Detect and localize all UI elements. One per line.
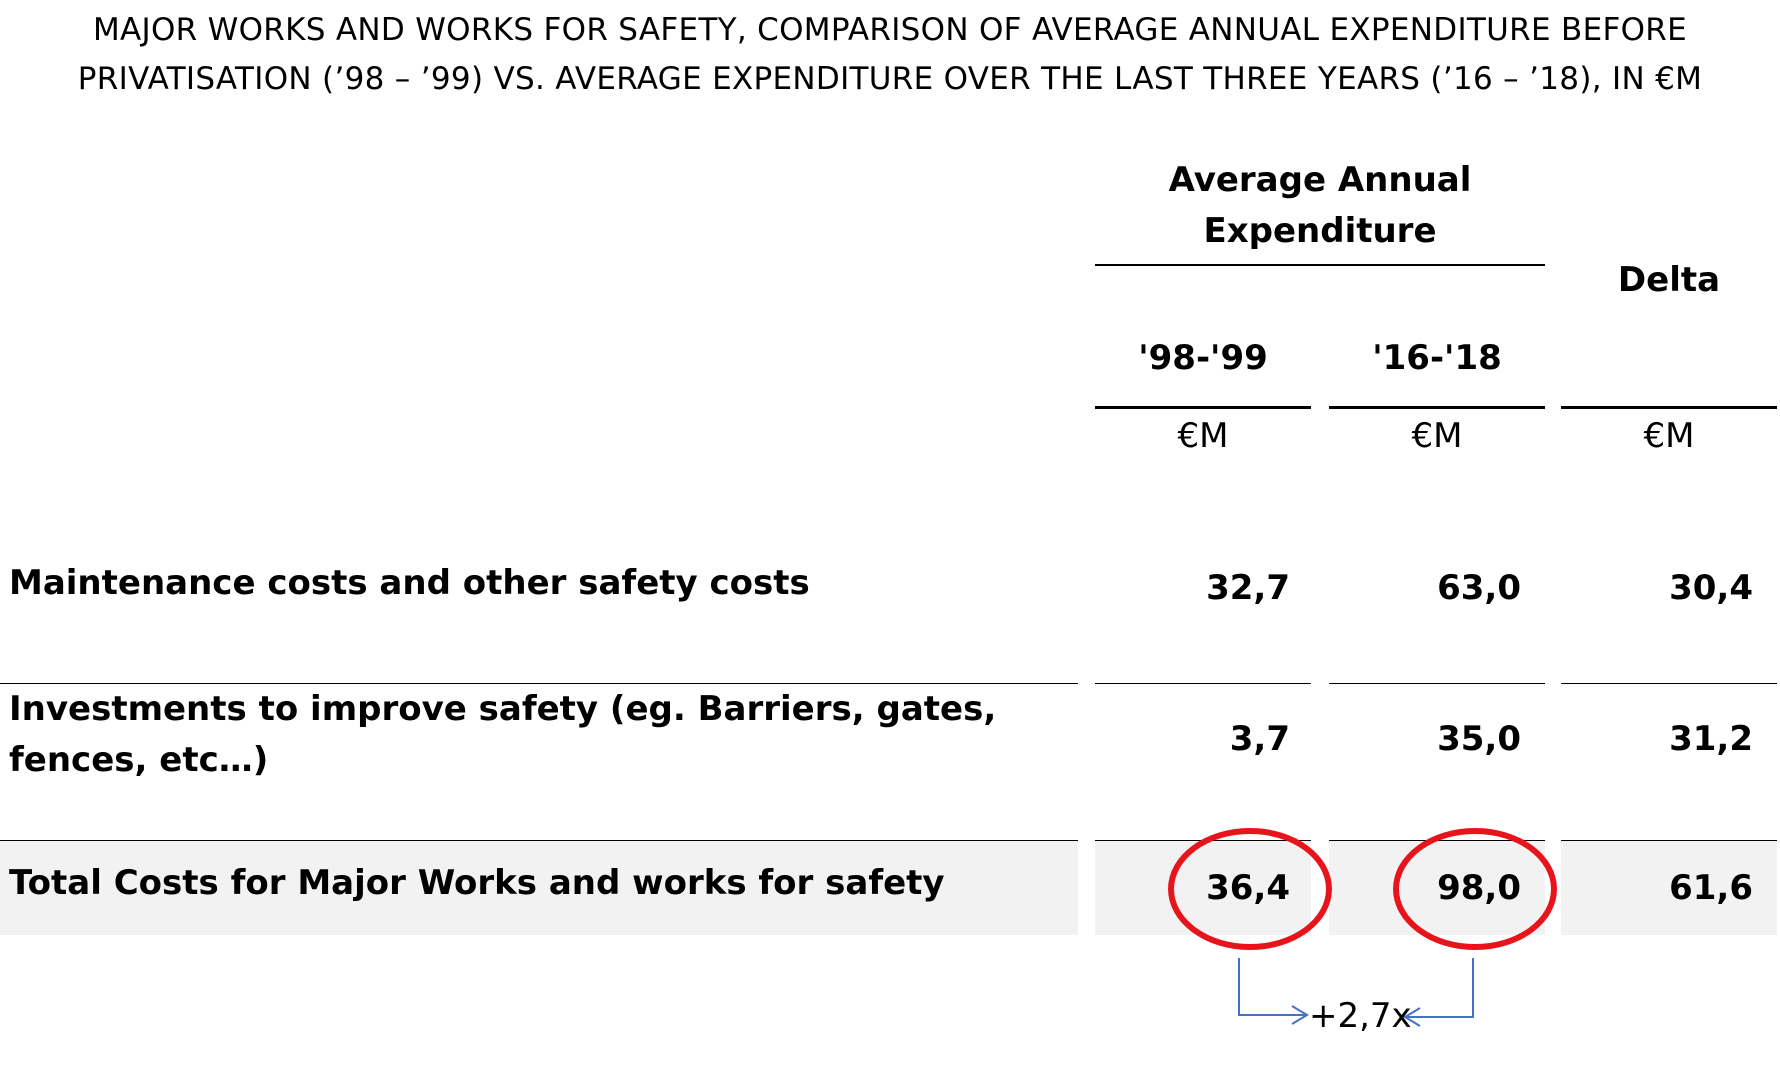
arrow-left-head (1291, 1005, 1309, 1025)
col-2-header-rule (1329, 406, 1545, 409)
header-delta: Delta (1617, 260, 1721, 300)
highlight-circle-2016 (1393, 828, 1557, 950)
highlight-circle-1998 (1168, 828, 1332, 950)
header-group-line-1: Average Annual (1168, 160, 1472, 200)
total-row-shade-delta (1561, 840, 1777, 935)
document-title: MAJOR WORKS AND WORKS FOR SAFETY, COMPAR… (0, 6, 1780, 104)
total-separator-label (0, 840, 1078, 841)
row-separator-delta (1561, 683, 1777, 684)
unit-col-2: €M (1411, 416, 1463, 456)
row-investments-label: Investments to improve safety (eg. Barri… (9, 684, 996, 786)
arrow-right-head (1403, 1007, 1421, 1027)
header-group-label: Average Annual Expenditure (1095, 155, 1545, 257)
row-investments-delta: 31,2 (1669, 719, 1753, 759)
row-maintenance-value-1998: 32,7 (1206, 568, 1290, 608)
title-line-1: MAJOR WORKS AND WORKS FOR SAFETY, COMPAR… (92, 12, 1688, 48)
row-total-delta: 61,6 (1669, 868, 1753, 908)
row-maintenance-label: Maintenance costs and other safety costs (9, 563, 810, 603)
arrow-right-path (1406, 958, 1474, 1018)
multiplier-label: +2,7x (1309, 996, 1412, 1036)
header-col-2016-2018: '16-'18 (1372, 338, 1502, 378)
row-investments-value-1998: 3,7 (1229, 719, 1290, 759)
total-row-shade-label (0, 840, 1078, 935)
col-1-header-rule (1095, 406, 1311, 409)
row-maintenance-value-2016: 63,0 (1437, 568, 1521, 608)
header-group-line-2: Expenditure (1203, 211, 1437, 251)
header-group-underline (1095, 264, 1545, 266)
row-investments-value-2016: 35,0 (1437, 719, 1521, 759)
row-total-label: Total Costs for Major Works and works fo… (9, 863, 945, 903)
header-col-1998-1999: '98-'99 (1138, 338, 1268, 378)
delta-header-rule (1561, 406, 1777, 409)
unit-col-1: €M (1177, 416, 1229, 456)
row-investments-label-line-1: Investments to improve safety (eg. Barri… (9, 689, 997, 729)
title-line-2: PRIVATISATION (’98 – ’99) VS. AVERAGE EX… (77, 61, 1703, 97)
total-separator-delta (1561, 840, 1777, 841)
arrow-left-path (1238, 958, 1306, 1016)
row-separator-col-1 (1095, 683, 1311, 684)
unit-delta: €M (1643, 416, 1695, 456)
row-separator-col-2 (1329, 683, 1545, 684)
row-investments-label-line-2: fences, etc…) (9, 740, 269, 780)
row-maintenance-delta: 30,4 (1669, 568, 1753, 608)
row-separator-label (0, 683, 1078, 684)
